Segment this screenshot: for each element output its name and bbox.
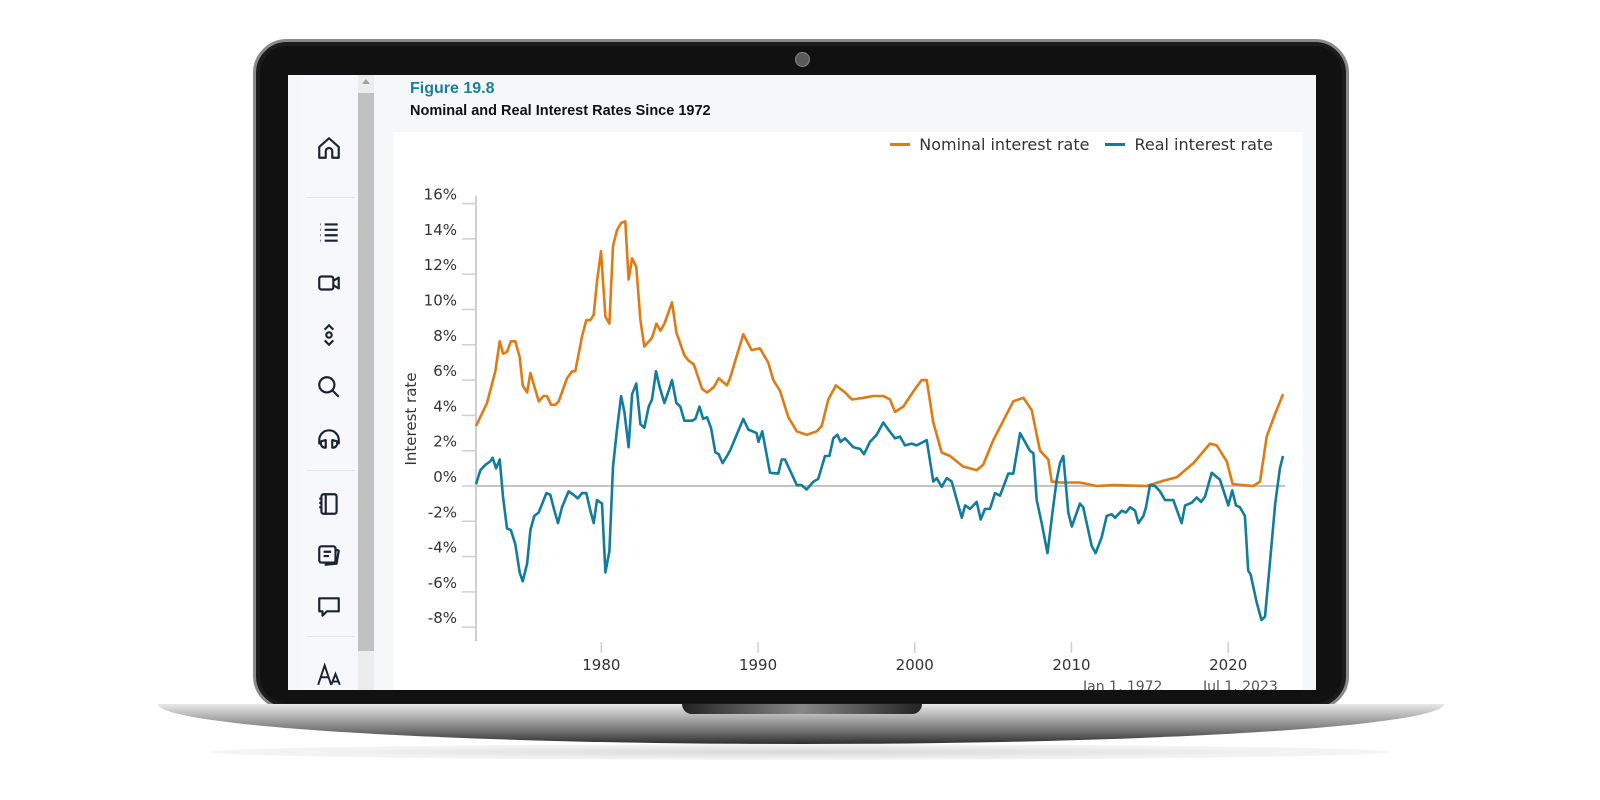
- legend-label-real: Real interest rate: [1134, 135, 1273, 154]
- laptop-shadow: [210, 744, 1390, 760]
- chat-icon[interactable]: [316, 594, 342, 620]
- y-tick-label: -8%: [428, 609, 457, 627]
- y-tick-label: 4%: [433, 397, 457, 415]
- y-tick-label: -6%: [428, 574, 457, 592]
- figure-number: Figure 19.8: [410, 80, 495, 97]
- real-rate-line: [474, 369, 1285, 622]
- list-icon[interactable]: [316, 219, 342, 245]
- range-end-label: Jul 1, 2023: [1203, 679, 1278, 690]
- x-tick-label: 1990: [739, 656, 777, 674]
- webcam: [795, 52, 810, 67]
- legend-swatch-real: [1105, 143, 1126, 146]
- scroll-up-arrow-icon[interactable]: [362, 79, 370, 84]
- legend-swatch-nominal: [890, 143, 911, 146]
- notebook-icon[interactable]: [316, 491, 342, 517]
- y-axis-title: Interest rate: [402, 372, 420, 465]
- screen: Figure 19.8 Nominal and Real Interest Ra…: [288, 75, 1316, 690]
- video-icon[interactable]: [316, 270, 342, 296]
- nominal-rate-line: [474, 220, 1285, 488]
- y-tick-label: 6%: [433, 362, 457, 380]
- y-tick-label: 16%: [424, 186, 457, 204]
- sidebar-divider: [307, 197, 355, 198]
- y-tick-label: -2%: [428, 503, 457, 521]
- legend-item-nominal[interactable]: Nominal interest rate: [890, 135, 1089, 154]
- y-tick-label: 8%: [433, 327, 457, 345]
- notes-icon[interactable]: [316, 542, 342, 568]
- x-tick-label: 2020: [1209, 656, 1247, 674]
- scrollbar-thumb[interactable]: [358, 93, 374, 651]
- font-size-icon[interactable]: [316, 661, 342, 687]
- scrollbar[interactable]: [358, 75, 374, 690]
- sidebar-divider: [307, 470, 355, 471]
- figure-title: Nominal and Real Interest Rates Since 19…: [410, 103, 711, 119]
- y-tick-label: 10%: [424, 292, 457, 310]
- sidebar: [301, 75, 356, 690]
- search-icon[interactable]: [316, 374, 342, 400]
- y-tick-label: 0%: [433, 468, 457, 486]
- laptop-notch: [682, 704, 922, 714]
- legend-item-real[interactable]: Real interest rate: [1105, 135, 1273, 154]
- x-tick-label: 2000: [896, 656, 934, 674]
- x-tick-label: 1980: [582, 656, 620, 674]
- y-tick-label: 2%: [433, 433, 457, 451]
- range-start-label: Jan 1, 1972: [1083, 679, 1163, 690]
- chart-area: [393, 132, 1303, 690]
- home-icon[interactable]: [316, 135, 342, 161]
- sidebar-divider: [307, 636, 355, 637]
- headphones-icon[interactable]: [316, 426, 342, 452]
- x-tick-label: 2010: [1052, 656, 1090, 674]
- y-tick-label: -4%: [428, 539, 457, 557]
- y-tick-label: 12%: [424, 256, 457, 274]
- line-chart: 16% 14% 12% 10% 8% 6% 4% 2% 0% -2% -4% -6% -8% 1980 19…: [402, 186, 1286, 674]
- legend: Nominal interest rate Real interest rate: [874, 135, 1273, 154]
- expand-collapse-icon[interactable]: [316, 322, 342, 348]
- legend-label-nominal: Nominal interest rate: [919, 135, 1090, 154]
- y-tick-label: 14%: [424, 221, 457, 239]
